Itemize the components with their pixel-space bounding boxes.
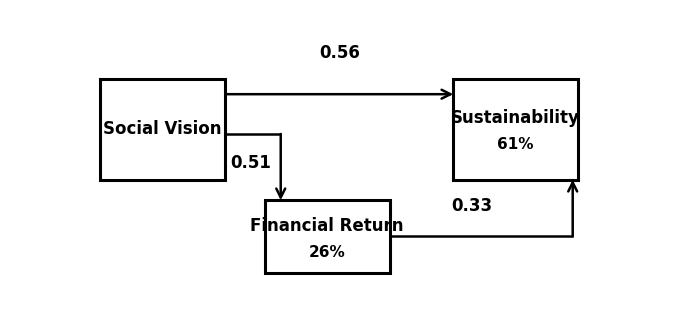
Text: Sustainability: Sustainability <box>451 109 580 127</box>
Text: Social Vision: Social Vision <box>103 120 222 138</box>
Text: 61%: 61% <box>497 137 534 152</box>
Bar <box>100 79 225 180</box>
Text: 26%: 26% <box>309 244 345 259</box>
Text: 0.33: 0.33 <box>451 197 493 215</box>
Text: 0.56: 0.56 <box>319 44 360 62</box>
Text: Financial Return: Financial Return <box>251 217 404 234</box>
Bar <box>453 79 578 180</box>
Bar <box>265 200 390 273</box>
Text: 0.51: 0.51 <box>229 154 271 172</box>
